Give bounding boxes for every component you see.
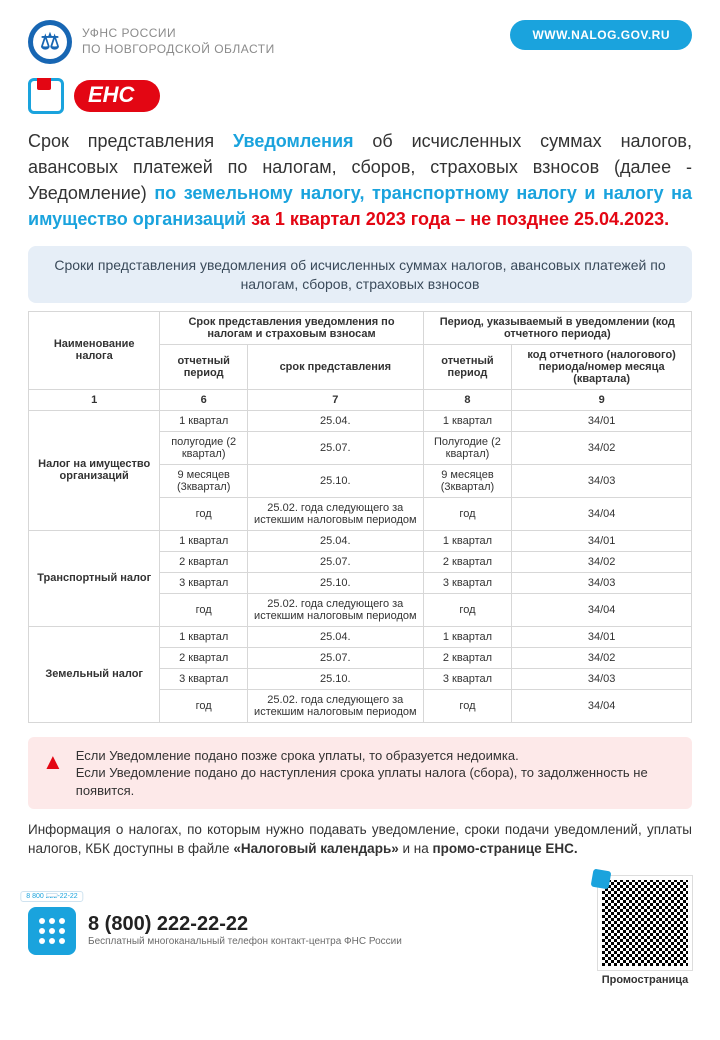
footer: 8 800 222-22-22 8 (800) 222-22-22 Беспла… [28,876,692,986]
th-grp1: Срок представления уведомления по налога… [160,311,423,344]
info-paragraph: Информация о налогах, по которым нужно п… [28,821,692,857]
site-link-button[interactable]: WWW.NALOG.GOV.RU [510,20,692,50]
phone-caption: Бесплатный многоканальный телефон контак… [88,936,402,948]
qr-code-icon [598,876,692,970]
ens-label: ЕНС [74,80,160,112]
org-name: УФНС РОССИИ ПО НОВГОРОДСКОЙ ОБЛАСТИ [82,26,275,57]
phone-number: 8 (800) 222-22-22 [88,913,402,936]
th-grp2: Период, указываемый в уведомлении (код о… [423,311,691,344]
warning-icon: ▲ [42,751,64,800]
deadlines-table: Наименование налога Срок представления у… [28,311,692,723]
keypad-icon [28,907,76,955]
bookmark-icon [28,78,64,114]
qr-anchor-icon [591,868,612,889]
header: ⚖ УФНС РОССИИ ПО НОВГОРОДСКОЙ ОБЛАСТИ WW… [28,20,692,64]
sub-banner: Сроки представления уведомления об исчис… [28,246,692,302]
table-row: Налог на имущество организаций1 квартал2… [29,410,692,431]
ens-badge: ЕНС [28,78,692,114]
th-name: Наименование налога [29,311,160,389]
warning-box: ▲ Если Уведомление подано позже срока уп… [28,737,692,810]
headline: Срок представления Уведомления об исчисл… [28,128,692,232]
qr-caption: Промостраница [598,974,692,986]
fns-emblem-icon: ⚖ [28,20,72,64]
table-row: Транспортный налог1 квартал25.04.1 кварт… [29,530,692,551]
table-row: Земельный налог1 квартал25.04.1 квартал3… [29,626,692,647]
